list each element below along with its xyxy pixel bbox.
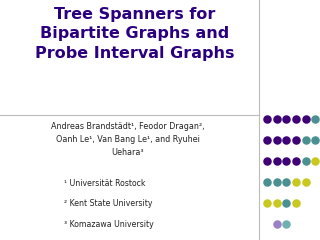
Point	[303, 138, 308, 142]
Point	[265, 138, 270, 142]
Point	[284, 138, 289, 142]
Point	[284, 222, 289, 226]
Point	[274, 159, 279, 163]
Point	[293, 138, 299, 142]
Point	[313, 138, 318, 142]
Point	[284, 117, 289, 121]
Point	[265, 201, 270, 205]
Point	[274, 138, 279, 142]
Point	[303, 117, 308, 121]
Point	[265, 117, 270, 121]
Text: ¹ Universität Rostock: ¹ Universität Rostock	[64, 179, 146, 188]
Point	[284, 180, 289, 184]
Point	[303, 180, 308, 184]
Point	[293, 117, 299, 121]
Point	[313, 159, 318, 163]
Text: Andreas Brandstädt¹, Feodor Dragan²,
Oanh Le¹, Van Bang Le¹, and Ryuhei
Uehara³: Andreas Brandstädt¹, Feodor Dragan², Oan…	[51, 122, 205, 157]
Point	[265, 159, 270, 163]
Point	[274, 180, 279, 184]
Point	[265, 180, 270, 184]
Point	[293, 159, 299, 163]
Point	[303, 159, 308, 163]
Point	[274, 201, 279, 205]
Text: ² Kent State University: ² Kent State University	[64, 199, 153, 208]
Point	[284, 159, 289, 163]
Text: ³ Komazawa University: ³ Komazawa University	[64, 220, 154, 228]
Point	[284, 201, 289, 205]
Point	[274, 117, 279, 121]
Point	[293, 201, 299, 205]
Point	[293, 180, 299, 184]
Text: Tree Spanners for
Bipartite Graphs and
Probe Interval Graphs: Tree Spanners for Bipartite Graphs and P…	[35, 7, 234, 61]
Point	[274, 222, 279, 226]
Point	[313, 117, 318, 121]
